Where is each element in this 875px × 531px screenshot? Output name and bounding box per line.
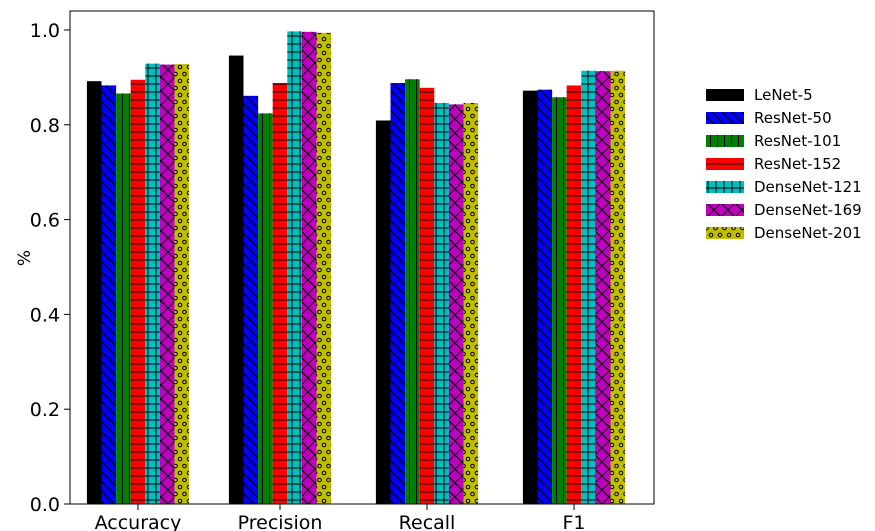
x-axis: Accuracy Precision Recall F1 [95,504,586,531]
bar-lenet-5-precision [228,55,244,504]
bar-densenet-121-accuracy [145,63,160,504]
bar-resnet-101-accuracy [116,93,131,504]
bar-densenet-169-accuracy [159,64,175,504]
plot-frame [69,10,655,505]
y-tick-label: 0.6 [30,210,60,232]
legend-label: ResNet-50 [754,109,832,127]
y-tick-label: 0.2 [30,399,60,421]
legend-item-resnet-152: ResNet-152 [706,155,841,173]
bar-densenet-121-recall [434,102,449,504]
legend-label: LeNet-5 [754,86,813,104]
bar-densenet-169-precision [301,31,317,504]
legend-item-densenet-169: DenseNet-169 [706,201,862,219]
legend-item-densenet-121: DenseNet-121 [706,178,862,196]
bar-resnet-50-f1 [537,89,553,505]
legend-item-resnet-101: ResNet-101 [706,132,841,150]
bar-densenet-201-recall [463,102,479,504]
legend-label: DenseNet-121 [754,178,862,196]
bar-lenet-5-f1 [522,90,538,504]
bars-group [86,31,626,505]
bar-densenet-201-precision [316,32,332,504]
bar-resnet-101-f1 [552,97,567,505]
bar-resnet-152-recall [419,87,435,505]
x-tick-label-recall: Recall [399,512,456,531]
y-tick-label: 0.0 [30,494,60,516]
legend-item-resnet-50: ResNet-50 [706,109,832,127]
bar-resnet-50-precision [243,95,259,505]
bar-densenet-169-f1 [595,71,611,504]
legend-label: DenseNet-169 [754,201,862,219]
bar-resnet-101-recall [405,79,420,504]
x-tick-label-accuracy: Accuracy [95,512,182,531]
legend-label: DenseNet-201 [754,224,862,242]
bar-resnet-50-recall [390,83,406,505]
bar-lenet-5-recall [375,120,391,505]
legend-swatch [706,89,744,101]
legend-label: ResNet-101 [754,132,841,150]
legend-item-densenet-201: DenseNet-201 [706,224,862,242]
legend-item-lenet-5: LeNet-5 [706,86,813,104]
legend-label: ResNet-152 [754,155,841,173]
x-tick-label-f1: F1 [562,512,585,531]
bar-resnet-50-accuracy [101,85,117,504]
bar-resnet-152-accuracy [130,79,146,504]
legend: LeNet-5 ResNet-50 ResNet-101 ResNet-152 Dens… [706,86,862,242]
bar-resnet-152-f1 [566,85,582,504]
x-tick-label-precision: Precision [238,512,323,531]
bar-densenet-201-accuracy [174,64,190,504]
bar-resnet-152-precision [272,83,288,505]
bar-densenet-169-recall [448,104,464,505]
bar-densenet-121-precision [287,31,302,504]
bar-resnet-101-precision [258,113,273,505]
y-tick-label: 0.4 [30,304,60,326]
y-axis-label: % [15,250,35,266]
bar-densenet-121-f1 [581,70,596,504]
bar-densenet-201-f1 [610,70,626,504]
y-tick-label: 1.0 [30,20,60,42]
y-axis: 0.0 0.2 0.4 0.6 0.8 1.0 [30,20,70,516]
bar-lenet-5-accuracy [86,81,102,505]
y-tick-label: 0.8 [30,115,60,137]
